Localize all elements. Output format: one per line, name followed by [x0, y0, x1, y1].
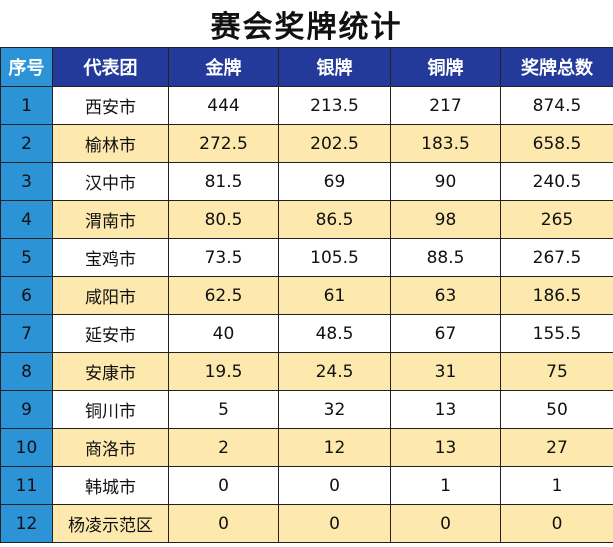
medal-table: 序号 代表团 金牌 银牌 铜牌 奖牌总数 1 西安市 444 213.5 217 874.… — [0, 47, 613, 543]
cell-bronze: 13 — [390, 390, 501, 429]
cell-gold: 5 — [168, 390, 279, 429]
cell-rank: 6 — [0, 276, 53, 315]
table-row: 11 韩城市 0 0 1 1 — [0, 466, 613, 505]
table-row: 9 铜川市 5 32 13 50 — [0, 390, 613, 429]
table-row: 7 延安市 40 48.5 67 155.5 — [0, 314, 613, 353]
cell-silver: 213.5 — [278, 86, 391, 125]
cell-total: 267.5 — [500, 238, 613, 277]
cell-silver: 86.5 — [278, 200, 391, 239]
cell-bronze: 63 — [390, 276, 501, 315]
cell-rank: 3 — [0, 162, 53, 201]
cell-rank: 10 — [0, 428, 53, 467]
cell-bronze: 67 — [390, 314, 501, 353]
cell-silver: 69 — [278, 162, 391, 201]
cell-bronze: 183.5 — [390, 124, 501, 163]
header-team: 代表团 — [52, 47, 169, 87]
cell-gold: 73.5 — [168, 238, 279, 277]
cell-silver: 24.5 — [278, 352, 391, 391]
cell-gold: 2 — [168, 428, 279, 467]
cell-team: 安康市 — [52, 352, 169, 391]
cell-team: 西安市 — [52, 86, 169, 125]
cell-total: 75 — [500, 352, 613, 391]
cell-rank: 11 — [0, 466, 53, 505]
cell-gold: 40 — [168, 314, 279, 353]
cell-team: 韩城市 — [52, 466, 169, 505]
table-row: 10 商洛市 2 12 13 27 — [0, 428, 613, 467]
cell-gold: 272.5 — [168, 124, 279, 163]
cell-bronze: 217 — [390, 86, 501, 125]
cell-team: 延安市 — [52, 314, 169, 353]
cell-bronze: 0 — [390, 504, 501, 543]
cell-silver: 202.5 — [278, 124, 391, 163]
cell-silver: 32 — [278, 390, 391, 429]
cell-team: 汉中市 — [52, 162, 169, 201]
header-bronze: 铜牌 — [390, 47, 501, 87]
table-row: 12 杨凌示范区 0 0 0 0 — [0, 504, 613, 543]
header-rank: 序号 — [0, 47, 53, 87]
cell-rank: 8 — [0, 352, 53, 391]
table-row: 4 渭南市 80.5 86.5 98 265 — [0, 200, 613, 239]
cell-total: 874.5 — [500, 86, 613, 125]
cell-rank: 9 — [0, 390, 53, 429]
cell-rank: 12 — [0, 504, 53, 543]
cell-rank: 5 — [0, 238, 53, 277]
cell-team: 榆林市 — [52, 124, 169, 163]
cell-gold: 0 — [168, 466, 279, 505]
header-total: 奖牌总数 — [500, 47, 613, 87]
cell-total: 265 — [500, 200, 613, 239]
cell-team: 杨凌示范区 — [52, 504, 169, 543]
cell-silver: 0 — [278, 504, 391, 543]
cell-total: 0 — [500, 504, 613, 543]
cell-silver: 105.5 — [278, 238, 391, 277]
cell-rank: 1 — [0, 86, 53, 125]
cell-total: 658.5 — [500, 124, 613, 163]
cell-rank: 2 — [0, 124, 53, 163]
cell-bronze: 31 — [390, 352, 501, 391]
cell-bronze: 90 — [390, 162, 501, 201]
header-gold: 金牌 — [168, 47, 279, 87]
cell-total: 1 — [500, 466, 613, 505]
header-silver: 银牌 — [278, 47, 391, 87]
cell-total: 186.5 — [500, 276, 613, 315]
cell-total: 27 — [500, 428, 613, 467]
cell-bronze: 88.5 — [390, 238, 501, 277]
cell-bronze: 98 — [390, 200, 501, 239]
cell-team: 铜川市 — [52, 390, 169, 429]
cell-silver: 12 — [278, 428, 391, 467]
cell-total: 50 — [500, 390, 613, 429]
cell-gold: 19.5 — [168, 352, 279, 391]
cell-gold: 81.5 — [168, 162, 279, 201]
table-row: 8 安康市 19.5 24.5 31 75 — [0, 352, 613, 391]
cell-silver: 48.5 — [278, 314, 391, 353]
header-row: 序号 代表团 金牌 银牌 铜牌 奖牌总数 — [0, 47, 613, 87]
table-row: 1 西安市 444 213.5 217 874.5 — [0, 86, 613, 125]
cell-gold: 62.5 — [168, 276, 279, 315]
cell-team: 宝鸡市 — [52, 238, 169, 277]
cell-silver: 61 — [278, 276, 391, 315]
cell-total: 240.5 — [500, 162, 613, 201]
table-row: 3 汉中市 81.5 69 90 240.5 — [0, 162, 613, 201]
cell-team: 咸阳市 — [52, 276, 169, 315]
cell-silver: 0 — [278, 466, 391, 505]
cell-gold: 80.5 — [168, 200, 279, 239]
table-row: 6 咸阳市 62.5 61 63 186.5 — [0, 276, 613, 315]
cell-total: 155.5 — [500, 314, 613, 353]
cell-gold: 0 — [168, 504, 279, 543]
page-title: 赛会奖牌统计 — [210, 9, 403, 45]
cell-gold: 444 — [168, 86, 279, 125]
cell-bronze: 1 — [390, 466, 501, 505]
cell-team: 商洛市 — [52, 428, 169, 467]
cell-team: 渭南市 — [52, 200, 169, 239]
table-row: 2 榆林市 272.5 202.5 183.5 658.5 — [0, 124, 613, 163]
cell-rank: 4 — [0, 200, 53, 239]
cell-bronze: 13 — [390, 428, 501, 467]
cell-rank: 7 — [0, 314, 53, 353]
table-row: 5 宝鸡市 73.5 105.5 88.5 267.5 — [0, 238, 613, 277]
